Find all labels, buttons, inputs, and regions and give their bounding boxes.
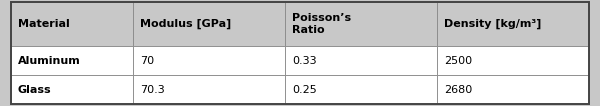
Text: Density [kg/m³]: Density [kg/m³]	[445, 19, 542, 29]
Bar	[133, 2, 285, 46]
Bar	[285, 2, 437, 46]
Text: Aluminum: Aluminum	[18, 56, 81, 66]
Text: 0.33: 0.33	[292, 56, 317, 66]
Bar	[11, 2, 133, 46]
Text: Modulus [GPa]: Modulus [GPa]	[140, 19, 232, 29]
Text: Poisson’s
Ratio: Poisson’s Ratio	[292, 13, 352, 35]
Bar	[285, 75, 437, 104]
Text: 70.3: 70.3	[140, 85, 165, 95]
Bar	[133, 75, 285, 104]
Bar	[11, 46, 133, 75]
Text: 70: 70	[140, 56, 154, 66]
Text: 2680: 2680	[445, 85, 473, 95]
Bar	[437, 2, 589, 46]
Text: 0.25: 0.25	[292, 85, 317, 95]
Bar	[437, 75, 589, 104]
Text: 2500: 2500	[445, 56, 472, 66]
Text: Material: Material	[18, 19, 70, 29]
Bar	[11, 75, 133, 104]
Text: Glass: Glass	[18, 85, 52, 95]
Bar	[285, 46, 437, 75]
Bar	[437, 46, 589, 75]
Bar	[133, 46, 285, 75]
